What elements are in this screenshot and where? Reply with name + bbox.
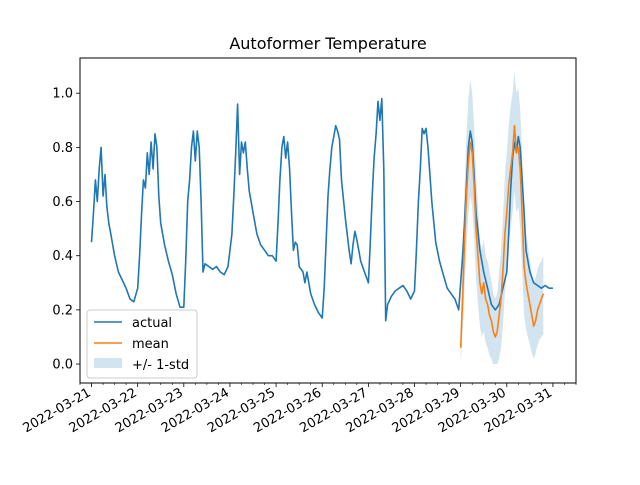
y-axis: 0.0 0.2 0.4 0.6 0.8 1.0 xyxy=(52,87,80,373)
legend-std-label: +/- 1-std xyxy=(132,358,189,373)
legend-actual-label: actual xyxy=(132,316,172,331)
y-tick-label: 0.2 xyxy=(52,303,73,318)
series-line-actual xyxy=(90,97,553,322)
legend-std-swatch xyxy=(94,358,122,368)
y-tick-label: 1.0 xyxy=(52,87,73,102)
chart-title: Autoformer Temperature xyxy=(229,34,426,53)
legend-mean-label: mean xyxy=(132,337,169,352)
plot-frame xyxy=(79,57,577,384)
series-line-mean xyxy=(459,124,545,348)
legend: actual mean +/- 1-std xyxy=(86,309,198,379)
y-tick-label: 0.6 xyxy=(52,195,73,210)
y-tick-label: 0.0 xyxy=(52,358,73,373)
legend-box xyxy=(86,309,198,379)
y-tick-label: 0.8 xyxy=(52,141,73,156)
y-tick-label: 0.4 xyxy=(52,249,73,264)
series-line-layer xyxy=(90,97,553,348)
